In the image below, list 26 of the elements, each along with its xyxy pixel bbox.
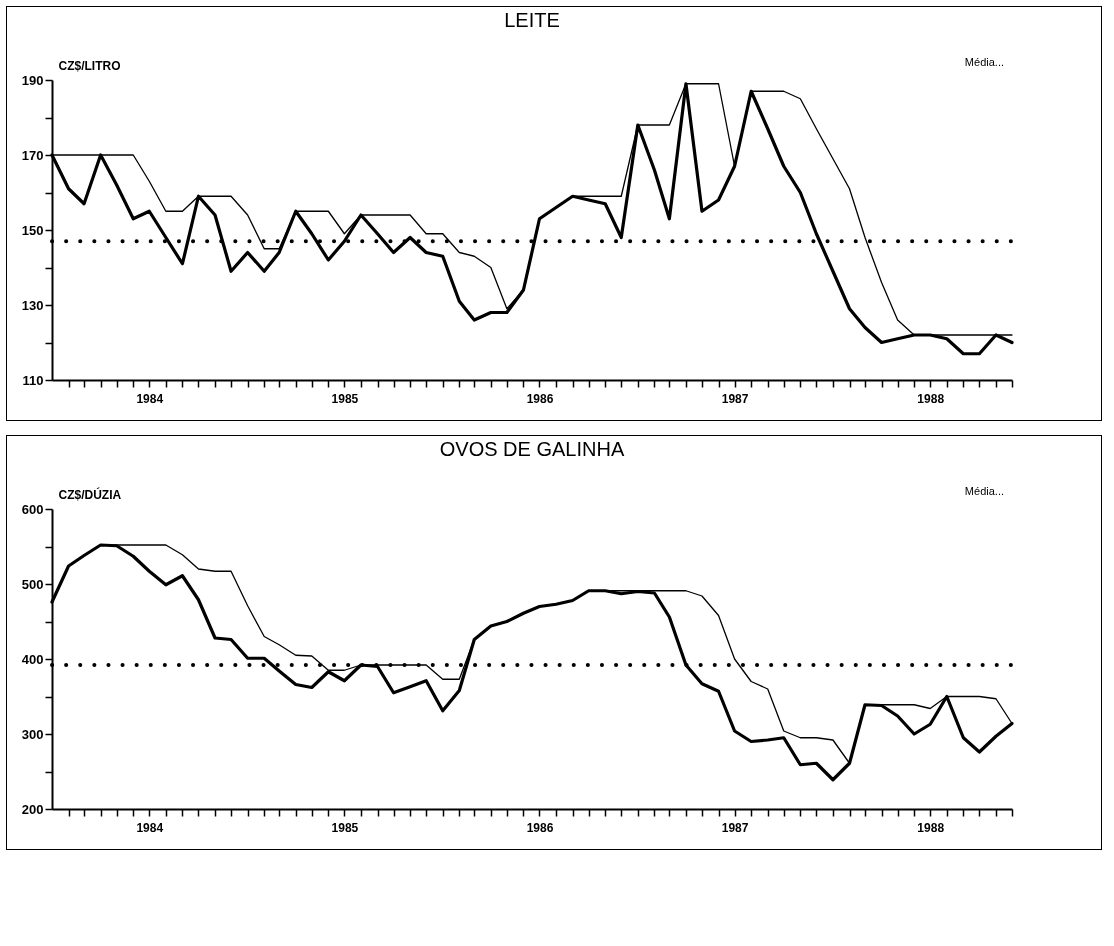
y-tick-label: 300 xyxy=(21,726,44,742)
y-tick-label: 130 xyxy=(21,297,44,313)
x-tick-label: 1984 xyxy=(136,820,164,835)
x-tick-label: 1987 xyxy=(721,391,749,406)
y-tick-label: 200 xyxy=(21,801,44,817)
y-axis-title: CZ$/LITRO xyxy=(58,58,121,73)
x-tick-label: 1987 xyxy=(721,820,749,835)
x-tick-label: 1988 xyxy=(917,820,945,835)
ref-line-label: Média... xyxy=(964,485,1004,497)
x-tick-label: 1985 xyxy=(331,391,359,406)
chart-title: OVOS DE GALINHA xyxy=(439,438,625,460)
y-tick-label: 500 xyxy=(21,576,44,592)
y-tick-label: 150 xyxy=(21,222,44,238)
x-tick-label: 1988 xyxy=(917,391,945,406)
y-tick-label: 600 xyxy=(21,501,44,517)
y-tick-label: 400 xyxy=(21,651,44,667)
chart-title: LEITE xyxy=(504,9,560,31)
y-axis-title: CZ$/DÚZIA xyxy=(58,486,122,502)
ref-line-label: Média... xyxy=(964,56,1004,68)
x-tick-label: 1984 xyxy=(136,391,164,406)
y-tick-label: 110 xyxy=(22,372,44,388)
y-tick-label: 170 xyxy=(21,147,44,163)
y-tick-label: 190 xyxy=(21,72,44,88)
x-tick-label: 1986 xyxy=(526,820,554,835)
x-tick-label: 1985 xyxy=(331,820,359,835)
x-tick-label: 1986 xyxy=(526,391,554,406)
